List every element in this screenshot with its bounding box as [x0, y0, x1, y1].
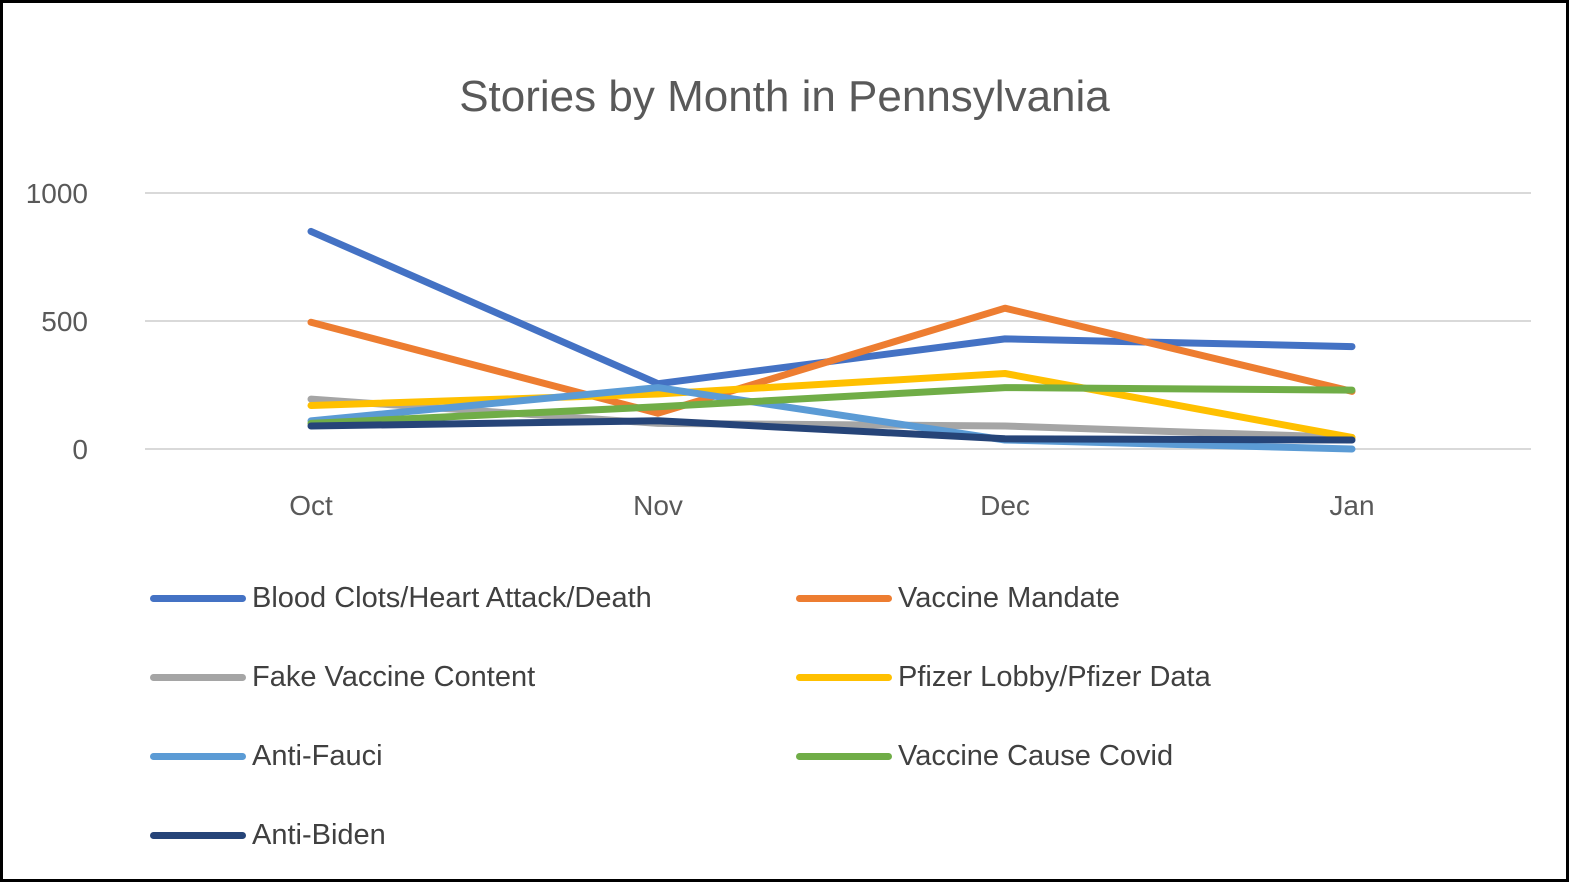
chart-title: Stories by Month in Pennsylvania	[459, 72, 1110, 121]
x-tick-label: Oct	[289, 490, 333, 521]
legend-item: Vaccine Mandate	[796, 575, 1120, 621]
legend-label: Vaccine Mandate	[898, 581, 1120, 614]
legend-label: Blood Clots/Heart Attack/Death	[252, 581, 652, 614]
legend-item: Vaccine Cause Covid	[796, 733, 1173, 779]
plot-area: 0 500 1000 Oct Nov Dec Jan	[26, 178, 1531, 521]
x-tick-label: Dec	[980, 490, 1030, 521]
y-tick-label: 1000	[26, 178, 88, 209]
legend-item: Anti-Biden	[150, 812, 386, 858]
legend-swatch	[150, 752, 246, 760]
legend-swatch	[796, 752, 892, 760]
x-tick-label: Nov	[633, 490, 683, 521]
series-line-4	[307, 384, 1356, 453]
legend-swatch	[796, 594, 892, 602]
y-tick-label: 500	[41, 306, 88, 337]
legend-swatch	[796, 673, 892, 681]
legend-swatch	[150, 594, 246, 602]
legend-item: Blood Clots/Heart Attack/Death	[150, 575, 652, 621]
series-line-1	[307, 304, 1356, 417]
series-line-3	[307, 370, 1356, 441]
legend-item: Fake Vaccine Content	[150, 654, 535, 700]
x-tick-label: Jan	[1329, 490, 1374, 521]
legend-label: Fake Vaccine Content	[252, 660, 536, 693]
legend-item: Pfizer Lobby/Pfizer Data	[796, 654, 1211, 700]
legend-swatch	[150, 673, 246, 681]
legend-swatch	[150, 831, 246, 839]
legend-label: Anti-Biden	[252, 818, 386, 851]
legend-label: Pfizer Lobby/Pfizer Data	[898, 660, 1211, 693]
series-line-2	[307, 395, 1356, 441]
series-line-5	[307, 384, 1356, 427]
legend-label: Vaccine Cause Covid	[898, 739, 1174, 772]
y-tick-label: 0	[72, 434, 88, 465]
legend-label: Anti-Fauci	[252, 739, 383, 772]
series-line-6	[307, 417, 1356, 444]
legend-item: Anti-Fauci	[150, 733, 383, 779]
